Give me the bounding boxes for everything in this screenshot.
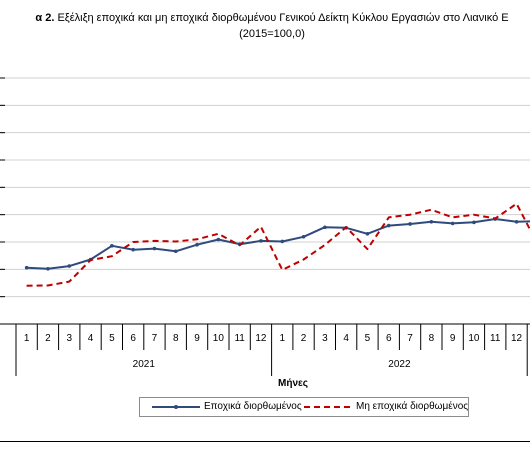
chart-title-line: α 2. Εξέλιξη εποχικά και μη εποχικά διορ…: [0, 10, 530, 26]
x-tick-label: 10: [468, 333, 480, 344]
chart-legend: Εποχικά διορθωμένος Μη εποχικά διορθωμέν…: [139, 397, 469, 417]
x-tick-label: 4: [88, 333, 94, 344]
x-tick-label: 5: [109, 333, 115, 344]
x-tick-label: 12: [255, 333, 267, 344]
x-tick-label: 4: [343, 333, 349, 344]
data-point: [386, 223, 391, 228]
x-tick-label: 10: [213, 333, 225, 344]
x-tick-label: 9: [450, 333, 456, 344]
chart-title-prefix: α 2.: [35, 12, 55, 24]
legend-item-non-seasonal: Μη εποχικά διορθωμένος: [304, 401, 468, 412]
x-tick-label: 5: [365, 333, 371, 344]
chart-subtitle: (2015=100,0): [239, 28, 305, 40]
data-point: [514, 219, 519, 224]
x-tick-label: 2: [301, 333, 307, 344]
data-point: [472, 220, 476, 225]
x-axis-title: Μήνες: [278, 378, 308, 389]
legend-label-seasonal: Εποχικά διορθωμένος: [204, 401, 302, 412]
data-point: [173, 249, 178, 254]
data-point: [408, 222, 412, 226]
x-tick-label: 11: [234, 333, 245, 344]
data-point: [450, 221, 455, 226]
x-group-label: 2022: [388, 359, 411, 370]
data-point: [259, 239, 263, 243]
data-point: [429, 219, 434, 224]
x-tick-label: 6: [130, 333, 136, 344]
data-point: [323, 225, 327, 230]
x-tick-label: 2: [45, 333, 51, 344]
data-point: [67, 264, 72, 268]
legend-swatch-seasonal: [152, 404, 200, 409]
data-point: [152, 246, 157, 251]
data-point: [216, 237, 221, 242]
chart-title-main: Εξέλιξη εποχικά και μη εποχικά διορθωμέν…: [57, 12, 509, 24]
legend-swatch-non-seasonal: [304, 405, 352, 408]
data-point: [24, 265, 29, 270]
x-tick-label: 1: [279, 333, 285, 344]
x-tick-label: 3: [66, 333, 72, 344]
data-point: [301, 235, 306, 239]
data-point: [110, 244, 114, 248]
x-tick-label: 9: [194, 333, 200, 344]
chart-title: α 2. Εξέλιξη εποχικά και μη εποχικά διορ…: [0, 10, 530, 42]
data-point: [280, 239, 285, 244]
series-line-seasonal: [26, 218, 530, 270]
data-point: [46, 266, 50, 271]
data-point: [131, 247, 135, 252]
legend-item-seasonal: Εποχικά διορθωμένος: [152, 401, 302, 412]
x-tick-label: 12: [511, 333, 523, 344]
data-point: [365, 232, 370, 236]
x-tick-label: 7: [152, 333, 158, 344]
series-line-non-seasonal: [26, 202, 530, 287]
bottom-rule: [0, 441, 530, 442]
x-tick-label: 6: [386, 333, 392, 344]
line-chart: 123456789101112123456789101112120212022Μ…: [0, 77, 530, 389]
legend-label-non-seasonal: Μη εποχικά διορθωμένος: [356, 401, 469, 412]
x-group-label: 2021: [133, 359, 156, 370]
x-tick-label: 8: [173, 333, 179, 344]
x-tick-label: 3: [322, 333, 328, 344]
x-tick-label: 1: [24, 333, 30, 344]
data-point: [195, 242, 199, 247]
x-tick-label: 11: [490, 333, 501, 344]
x-tick-label: 7: [407, 333, 413, 344]
x-tick-label: 8: [429, 333, 435, 344]
